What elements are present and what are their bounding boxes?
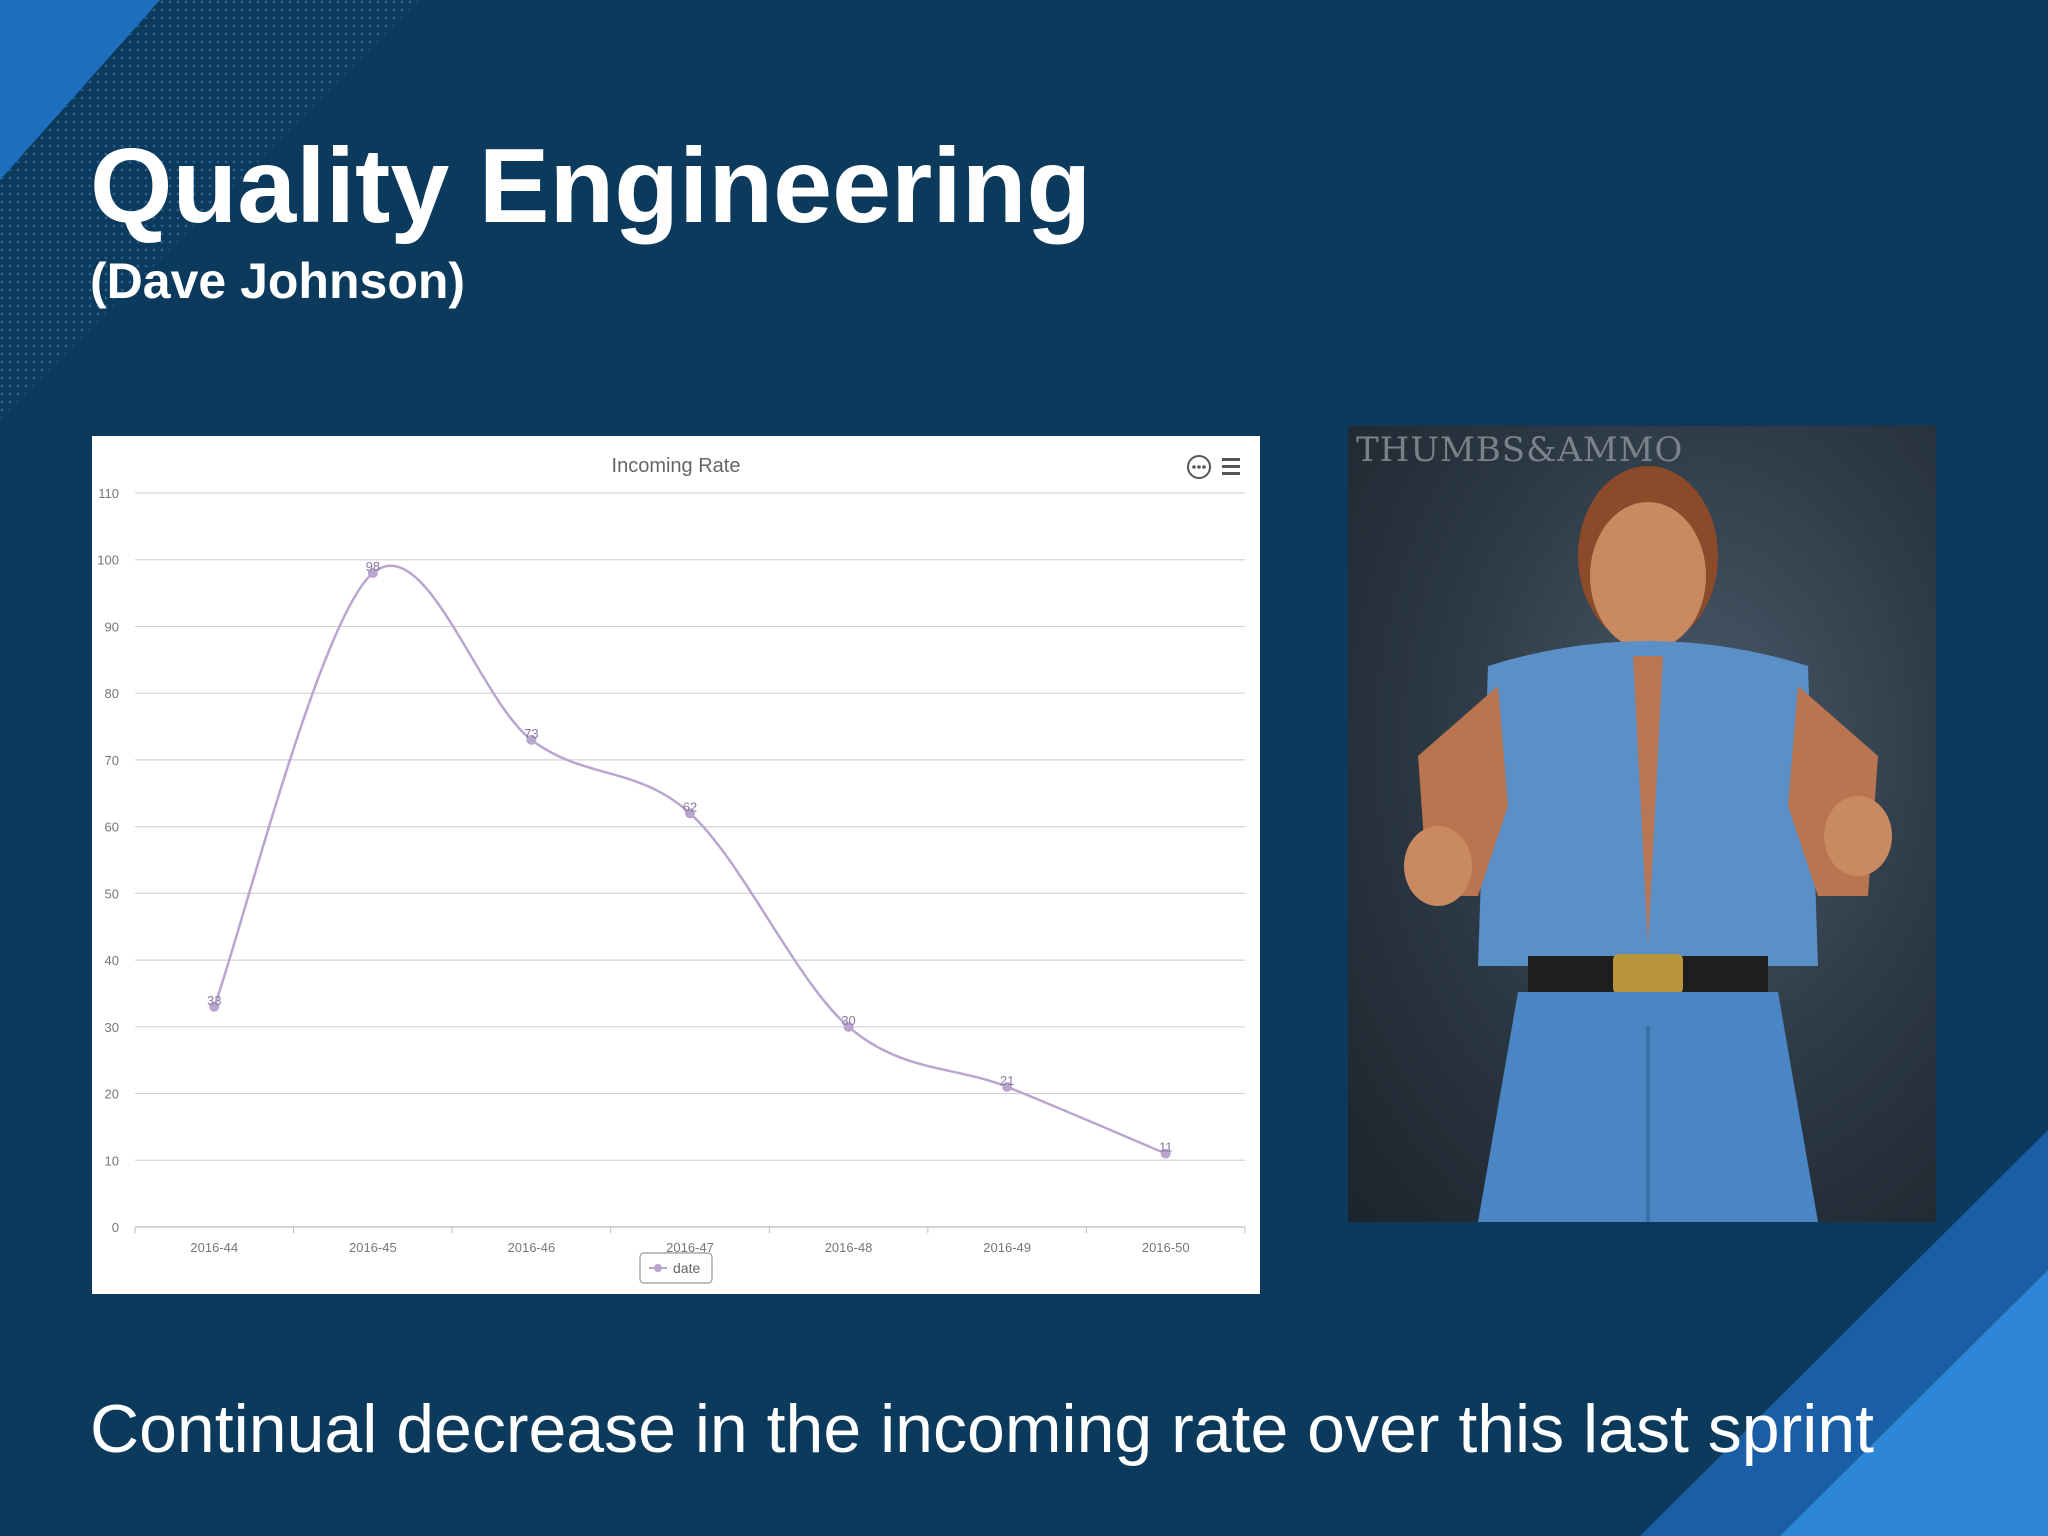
data-point[interactable] [526, 734, 537, 745]
data-label: 11 [1159, 1140, 1173, 1155]
incoming-rate-chart: Incoming Rate 0 10 20 30 40 50 60 70 80 90 100 110 … [97, 455, 1246, 1284]
person-silhouette [1404, 466, 1892, 1222]
x-tick-label: 2016-46 [508, 1240, 556, 1255]
y-tick-label: 110 [98, 486, 119, 501]
data-point[interactable] [367, 568, 378, 579]
data-label: 30 [841, 1013, 855, 1028]
chart-panel: Incoming Rate 0 10 20 30 40 50 60 70 80 90 100 110 … [92, 436, 1260, 1294]
chart-title: Incoming Rate [612, 455, 741, 477]
slide-subtitle: (Dave Johnson) [90, 253, 466, 309]
y-tick-label: 80 [105, 686, 119, 701]
y-tick-label: 40 [105, 953, 119, 968]
x-tick-label: 2016-45 [349, 1240, 397, 1255]
y-tick-label: 100 [97, 553, 119, 568]
y-tick-label: 0 [112, 1220, 119, 1235]
y-tick-label: 90 [105, 619, 119, 634]
chart-x-axis: 2016-44 2016-45 2016-46 2016-47 2016-48 2016-… [134, 1227, 1246, 1255]
person-thumbs-up-photo: THUMBS&AMMO [1348, 426, 1936, 1222]
data-point[interactable] [1160, 1148, 1171, 1159]
y-tick-label: 30 [105, 1020, 119, 1035]
legend-label: date [673, 1260, 700, 1276]
x-tick-label: 2016-48 [825, 1240, 873, 1255]
x-tick-label: 2016-47 [666, 1240, 714, 1255]
photo-watermark: THUMBS&AMMO [1356, 430, 1684, 470]
slide-title: Quality Engineering [90, 127, 1092, 245]
data-label: 98 [366, 559, 380, 574]
y-tick-label: 70 [105, 753, 119, 768]
circle-ellipsis-icon[interactable] [1187, 455, 1211, 479]
hamburger-menu-icon[interactable] [1222, 458, 1240, 475]
y-tick-label: 50 [105, 886, 119, 901]
series-line-date [213, 564, 1167, 1155]
chart-points: 33 98 73 62 30 21 11 [207, 559, 1172, 1159]
data-point[interactable] [843, 1021, 854, 1032]
slide-caption: Continual decrease in the incoming rate … [90, 1391, 1875, 1467]
data-label: 21 [1000, 1073, 1014, 1088]
data-point[interactable] [1002, 1081, 1013, 1092]
data-label: 73 [524, 726, 538, 741]
y-tick-label: 10 [105, 1153, 119, 1168]
y-tick-label: 60 [105, 820, 119, 835]
x-tick-label: 2016-49 [983, 1240, 1031, 1255]
data-label: 62 [683, 799, 697, 814]
y-tick-label: 20 [105, 1087, 119, 1102]
chart-gridlines: 0 10 20 30 40 50 60 70 80 90 100 110 [97, 486, 1245, 1235]
chart-legend[interactable]: date [639, 1252, 713, 1284]
data-point[interactable] [209, 1001, 220, 1012]
x-tick-label: 2016-44 [190, 1240, 238, 1255]
data-point[interactable] [685, 808, 695, 819]
x-tick-label: 2016-50 [1142, 1240, 1190, 1255]
data-label: 33 [207, 993, 221, 1008]
